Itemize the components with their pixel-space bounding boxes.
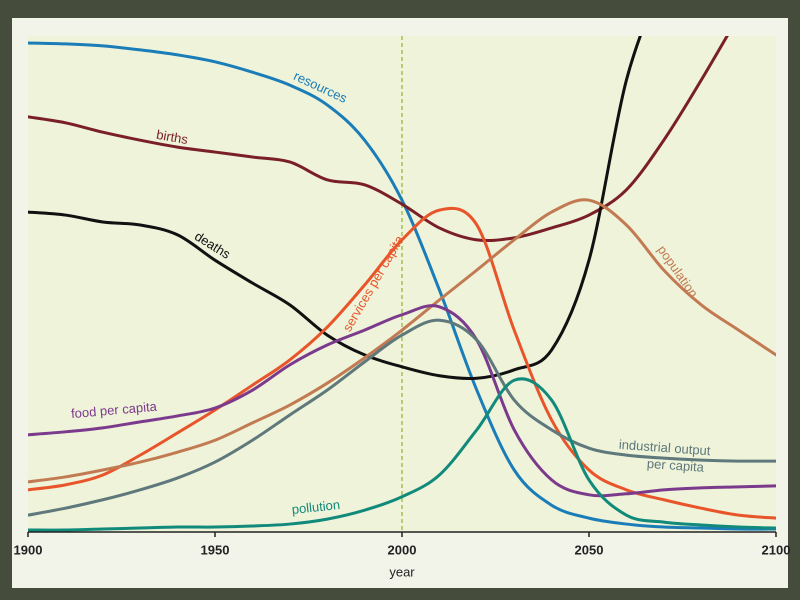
series-line: [28, 318, 776, 517]
x-tick-label: 2100: [762, 542, 791, 557]
series-line: [28, 36, 642, 381]
x-tick-label: 2050: [575, 542, 604, 557]
series-line: [28, 304, 776, 498]
line-layer: [28, 36, 776, 532]
series-line: [28, 41, 776, 531]
x-axis-title: year: [389, 564, 415, 579]
series-label: industrial outputper capita: [617, 437, 711, 475]
series-line: [28, 36, 729, 243]
x-tick-label: 1950: [201, 542, 230, 557]
series-label: births: [155, 127, 189, 147]
series-line: [28, 377, 776, 532]
series-label: pollution: [291, 497, 341, 517]
x-tick-label: 2000: [388, 542, 417, 557]
series-line: [28, 198, 776, 484]
series-line: [28, 206, 776, 520]
x-tick-label: 1900: [14, 542, 43, 557]
